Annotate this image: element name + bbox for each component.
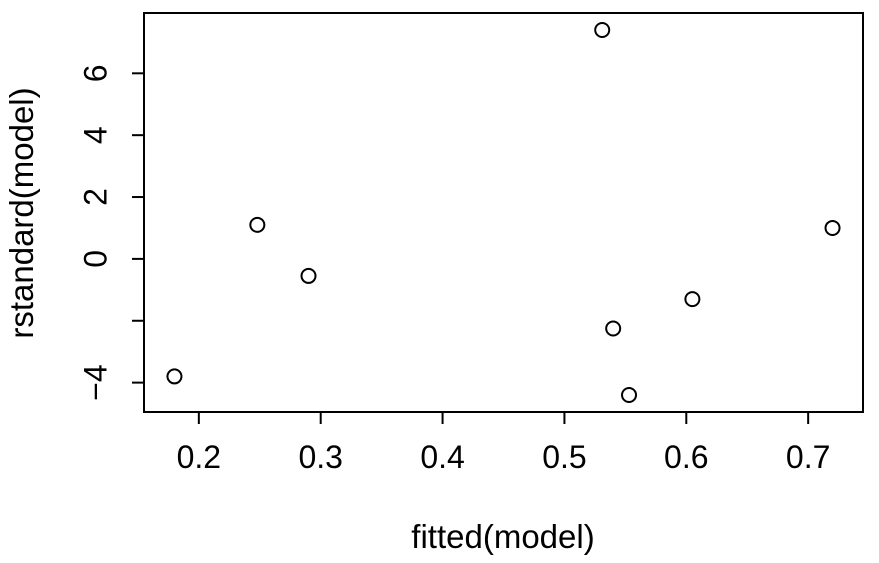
x-axis-title: fitted(model) — [411, 518, 594, 555]
y-tick-label: 2 — [77, 188, 113, 206]
data-point — [594, 22, 611, 39]
y-tick-label: 0 — [77, 250, 113, 268]
data-point — [621, 386, 638, 403]
plot-frame — [143, 12, 864, 413]
data-point — [166, 368, 183, 385]
x-tick-label: 0.5 — [542, 439, 586, 475]
y-tick-label: 6 — [77, 64, 113, 82]
y-tick-label: 4 — [77, 126, 113, 144]
y-tick-label: −4 — [77, 364, 113, 400]
x-tick-label: 0.3 — [298, 439, 342, 475]
data-point — [605, 320, 622, 337]
data-point — [249, 216, 266, 233]
x-tick-label: 0.6 — [664, 439, 708, 475]
data-point — [824, 219, 841, 236]
x-tick-label: 0.2 — [177, 439, 221, 475]
data-points — [166, 22, 841, 403]
data-point — [300, 267, 317, 284]
data-point — [684, 291, 701, 308]
x-tick-label: 0.4 — [420, 439, 464, 475]
x-axis: 0.2 0.3 0.4 0.5 0.6 0.7 — [177, 411, 830, 475]
y-axis-title: rstandard(model) — [3, 87, 40, 338]
x-tick-label: 0.7 — [786, 439, 830, 475]
y-axis: −4 0 2 4 6 — [77, 64, 145, 401]
